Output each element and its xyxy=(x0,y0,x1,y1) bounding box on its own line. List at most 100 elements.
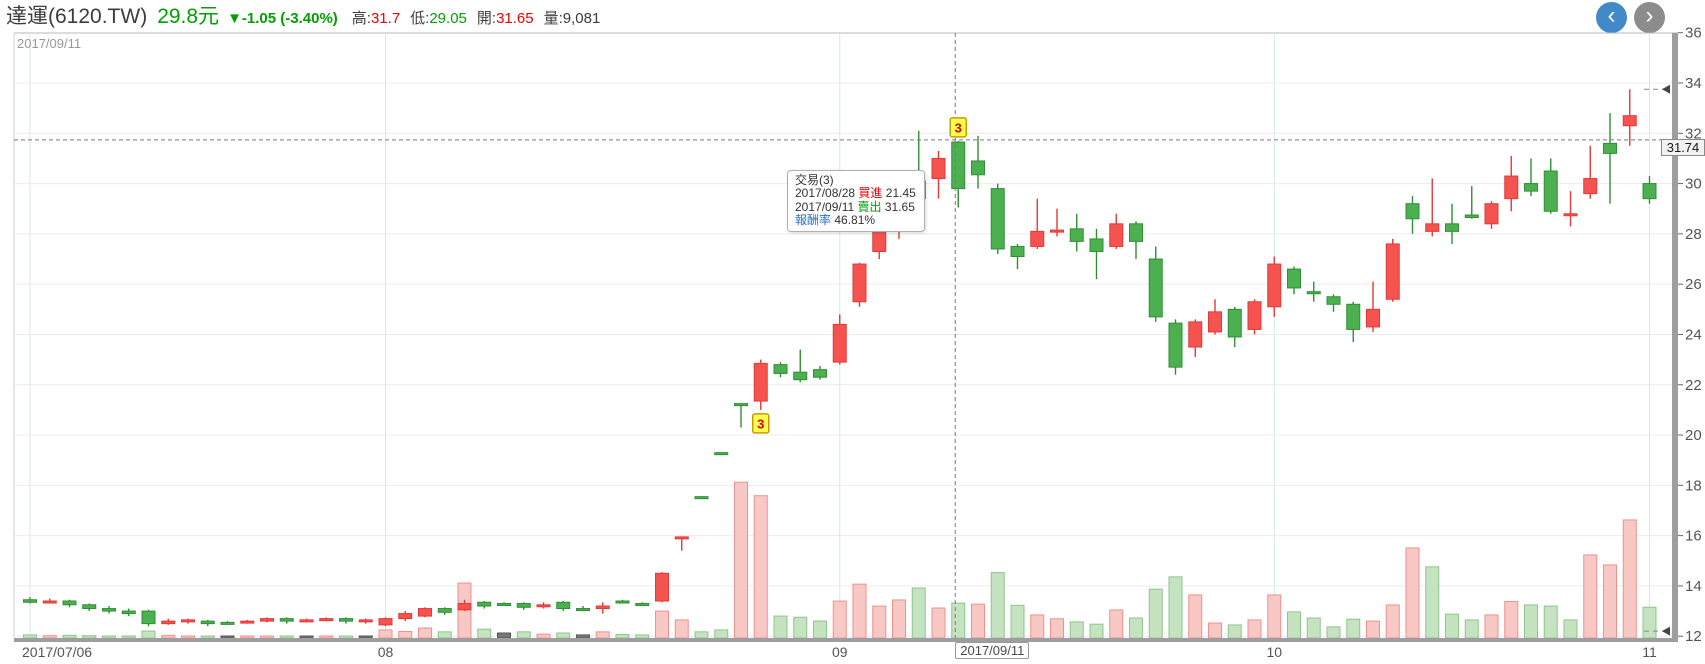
candle[interactable] xyxy=(1089,238,1104,252)
volume-bar[interactable] xyxy=(1504,600,1519,639)
candle[interactable] xyxy=(1563,213,1578,217)
candle[interactable] xyxy=(1227,308,1242,338)
candle[interactable] xyxy=(1208,311,1222,333)
volume-bar[interactable] xyxy=(319,635,334,639)
volume-bar[interactable] xyxy=(1030,614,1045,639)
candle[interactable] xyxy=(220,621,235,625)
candle[interactable] xyxy=(655,572,669,602)
candle[interactable] xyxy=(576,608,590,612)
candle[interactable] xyxy=(260,618,274,622)
volume-bar[interactable] xyxy=(1326,626,1341,639)
volume-bar[interactable] xyxy=(299,635,314,639)
candle[interactable] xyxy=(931,157,946,180)
volume-bar[interactable] xyxy=(1168,576,1183,639)
candle[interactable] xyxy=(497,603,511,607)
volume-bar[interactable] xyxy=(358,635,373,639)
candle[interactable] xyxy=(1050,229,1064,233)
candle[interactable] xyxy=(556,601,571,610)
volume-bar[interactable] xyxy=(655,610,669,639)
candle[interactable] xyxy=(200,620,215,625)
volume-bar[interactable] xyxy=(1445,613,1459,639)
volume-bar[interactable] xyxy=(872,605,887,639)
volume-bar[interactable] xyxy=(516,631,531,639)
candle[interactable] xyxy=(1010,245,1025,258)
volume-bar[interactable] xyxy=(339,635,353,639)
volume-bar[interactable] xyxy=(1603,564,1617,639)
candle[interactable] xyxy=(121,610,136,615)
candle[interactable] xyxy=(951,141,966,190)
candle[interactable] xyxy=(161,620,176,625)
candle[interactable] xyxy=(694,496,709,500)
volume-bar[interactable] xyxy=(734,481,748,639)
volume-bar[interactable] xyxy=(279,635,294,639)
volume-bar[interactable] xyxy=(694,631,709,639)
candle[interactable] xyxy=(1583,178,1598,195)
candle[interactable] xyxy=(1524,183,1538,192)
volume-bar[interactable] xyxy=(398,630,413,639)
volume-bar[interactable] xyxy=(1622,519,1637,639)
candle[interactable] xyxy=(516,603,531,608)
volume-bar[interactable] xyxy=(931,607,946,639)
candle[interactable] xyxy=(398,613,413,620)
candle[interactable] xyxy=(615,600,630,604)
candle[interactable] xyxy=(1385,243,1400,300)
volume-bar[interactable] xyxy=(1247,619,1262,639)
volume-bar[interactable] xyxy=(1188,594,1203,639)
candle[interactable] xyxy=(1346,303,1361,330)
volume-bar[interactable] xyxy=(714,629,729,639)
volume-bar[interactable] xyxy=(1464,619,1479,639)
candle[interactable] xyxy=(1366,308,1380,328)
volume-bar[interactable] xyxy=(82,635,97,639)
candle[interactable] xyxy=(971,160,985,176)
volume-bar[interactable] xyxy=(1208,622,1222,639)
candle[interactable] xyxy=(437,608,452,613)
candle[interactable] xyxy=(536,604,551,608)
volume-bar[interactable] xyxy=(418,627,432,639)
candle[interactable] xyxy=(62,600,77,606)
volume-bar[interactable] xyxy=(23,634,37,639)
volume-bar[interactable] xyxy=(1287,611,1301,639)
candle[interactable] xyxy=(181,619,195,623)
prev-button[interactable]: ‹ xyxy=(1596,2,1627,33)
volume-bar[interactable] xyxy=(220,635,235,639)
volume-bar[interactable] xyxy=(102,635,116,639)
candle[interactable] xyxy=(793,371,808,381)
volume-bar[interactable] xyxy=(1129,617,1143,639)
trade-marker-sell[interactable] xyxy=(949,117,967,138)
volume-bar[interactable] xyxy=(62,634,77,639)
candle[interactable] xyxy=(1287,268,1301,289)
candle[interactable] xyxy=(1188,321,1203,348)
volume-bar[interactable] xyxy=(556,632,571,639)
candle[interactable] xyxy=(1148,258,1163,318)
candle[interactable] xyxy=(1109,223,1124,247)
candle[interactable] xyxy=(339,618,353,622)
candle[interactable] xyxy=(1030,230,1045,247)
volume-bar[interactable] xyxy=(1227,624,1242,639)
candle[interactable] xyxy=(378,618,393,626)
candle[interactable] xyxy=(279,618,294,622)
candle[interactable] xyxy=(1445,223,1459,232)
candle[interactable] xyxy=(1069,228,1084,242)
candle[interactable] xyxy=(753,362,768,402)
candle[interactable] xyxy=(418,608,432,617)
candle[interactable] xyxy=(1129,223,1143,242)
volume-bar[interactable] xyxy=(1583,554,1598,639)
volume-bar[interactable] xyxy=(1346,618,1361,639)
volume-bar[interactable] xyxy=(536,633,551,639)
volume-bar[interactable] xyxy=(1109,609,1124,639)
volume-bar[interactable] xyxy=(1069,621,1084,639)
candle[interactable] xyxy=(1543,170,1558,212)
candle[interactable] xyxy=(1622,115,1637,127)
y-axis-bar[interactable] xyxy=(1672,33,1678,642)
volume-bar[interactable] xyxy=(911,587,926,639)
volume-bar[interactable] xyxy=(813,620,827,639)
candle[interactable] xyxy=(990,188,1005,250)
volume-bar[interactable] xyxy=(497,632,511,639)
candle[interactable] xyxy=(457,603,472,611)
volume-bar[interactable] xyxy=(1642,606,1657,639)
volume-bar[interactable] xyxy=(1267,594,1282,639)
candle[interactable] xyxy=(358,619,373,623)
volume-bar[interactable] xyxy=(832,600,847,639)
candle[interactable] xyxy=(1168,322,1183,368)
volume-bar[interactable] xyxy=(42,635,57,639)
